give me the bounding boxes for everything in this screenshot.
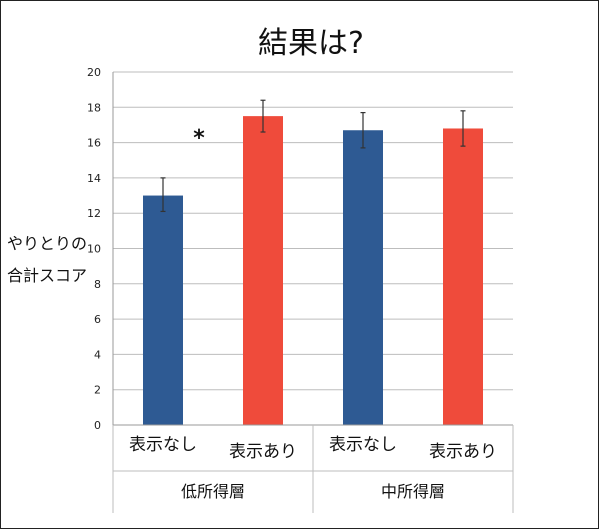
bar bbox=[343, 130, 383, 425]
category-label: 表示なし bbox=[129, 435, 197, 455]
y-tick-label: 18 bbox=[87, 101, 101, 114]
y-tick-label: 0 bbox=[94, 419, 101, 432]
axes bbox=[112, 72, 514, 513]
group-labels: 低所得層 中所得層 bbox=[181, 482, 445, 501]
category-label: 表示なし bbox=[329, 435, 397, 455]
bars bbox=[143, 116, 483, 425]
category-labels: 表示なし 表示あり 表示なし 表示あり bbox=[129, 435, 497, 462]
y-axis-label-line-1: やりとりの bbox=[7, 234, 87, 253]
y-tick-label: 16 bbox=[87, 137, 101, 150]
chart-title: 結果は? bbox=[258, 26, 364, 61]
y-tick-label: 6 bbox=[94, 313, 101, 326]
error-bars bbox=[160, 99, 466, 213]
significance-marker: * bbox=[193, 126, 205, 151]
group-label: 低所得層 bbox=[181, 482, 245, 501]
y-tick-label: 4 bbox=[94, 348, 101, 361]
category-label: 表示あり bbox=[429, 442, 497, 462]
y-tick-label: 20 bbox=[87, 66, 101, 79]
y-tick-label: 14 bbox=[87, 172, 101, 185]
y-tick-label: 8 bbox=[94, 278, 101, 291]
bar bbox=[143, 195, 183, 425]
y-tick-label: 2 bbox=[94, 384, 101, 397]
y-tick-label: 12 bbox=[87, 207, 101, 220]
category-label: 表示あり bbox=[229, 442, 297, 462]
bar bbox=[243, 116, 283, 425]
y-tick-label: 10 bbox=[87, 243, 101, 256]
y-axis-label-line-2: 合計スコア bbox=[7, 266, 87, 285]
bar bbox=[443, 128, 483, 425]
group-label: 中所得層 bbox=[381, 482, 445, 501]
y-tick-labels: 0 2 4 6 8 10 12 14 16 18 20 bbox=[87, 66, 101, 432]
